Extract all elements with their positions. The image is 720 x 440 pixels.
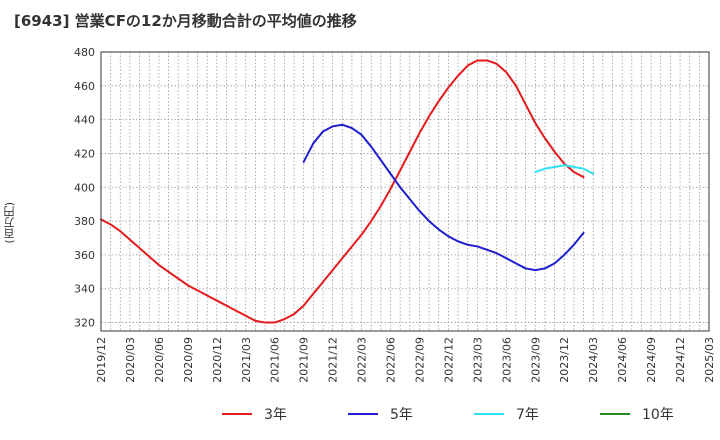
series-layer — [100, 59, 595, 324]
legend-label-0: 3年 — [264, 407, 287, 423]
y-tick-label: 460 — [74, 80, 95, 93]
x-tick-label: 2022/03 — [356, 337, 369, 383]
series-line-2 — [534, 164, 595, 175]
legend-label-3: 10年 — [642, 407, 674, 423]
y-tick-label: 400 — [74, 181, 95, 194]
y-tick-label: 320 — [74, 317, 95, 330]
x-tick-label: 2021/06 — [269, 337, 282, 383]
legend: 3年 5年 7年 10年 — [222, 407, 674, 423]
y-tick-label: 380 — [74, 215, 95, 228]
grid — [101, 51, 709, 331]
x-tick-label: 2023/03 — [471, 337, 484, 383]
x-tick-label: 2020/06 — [153, 337, 166, 383]
x-tick-label: 2024/12 — [674, 337, 687, 383]
x-tick-label: 2020/09 — [182, 337, 195, 383]
y-tick-labels: 320 340 360 380 400 420 440 460 480 — [74, 46, 95, 330]
series-line-1 — [302, 123, 585, 272]
x-tick-label: 2021/03 — [240, 337, 253, 383]
y-tick-label: 360 — [74, 249, 95, 262]
y-tick-label: 340 — [74, 283, 95, 296]
x-tick-label: 2022/12 — [442, 337, 455, 383]
x-tick-label: 2022/09 — [413, 337, 426, 383]
x-tick-label: 2024/03 — [587, 337, 600, 383]
x-tick-label: 2024/09 — [645, 337, 658, 383]
x-tick-label: 2021/09 — [298, 337, 311, 383]
chart-title: [6943] 営業CFの12か月移動合計の平均値の推移 — [14, 12, 357, 30]
x-tick-labels: 2019/12 2020/03 2020/06 2020/09 2020/12 2021/… — [95, 337, 716, 383]
y-tick-label: 420 — [74, 147, 95, 160]
x-tick-label: 2021/12 — [327, 337, 340, 383]
x-tick-label: 2025/03 — [703, 337, 716, 383]
x-tick-label: 2024/06 — [616, 337, 629, 383]
x-tick-label: 2023/12 — [558, 337, 571, 383]
x-tick-label: 2019/12 — [95, 337, 108, 383]
x-tick-label: 2023/06 — [500, 337, 513, 383]
legend-label-1: 5年 — [390, 407, 413, 423]
plot-frame — [100, 51, 710, 332]
y-tick-label: 480 — [74, 46, 95, 59]
x-tick-label: 2022/06 — [385, 337, 398, 383]
x-tick-label: 2023/09 — [529, 337, 542, 383]
series-line-0 — [100, 59, 585, 324]
y-tick-label: 440 — [74, 114, 95, 127]
legend-label-2: 7年 — [516, 407, 539, 423]
x-tick-label: 2020/03 — [124, 337, 137, 383]
x-tick-label: 2020/12 — [211, 337, 224, 383]
